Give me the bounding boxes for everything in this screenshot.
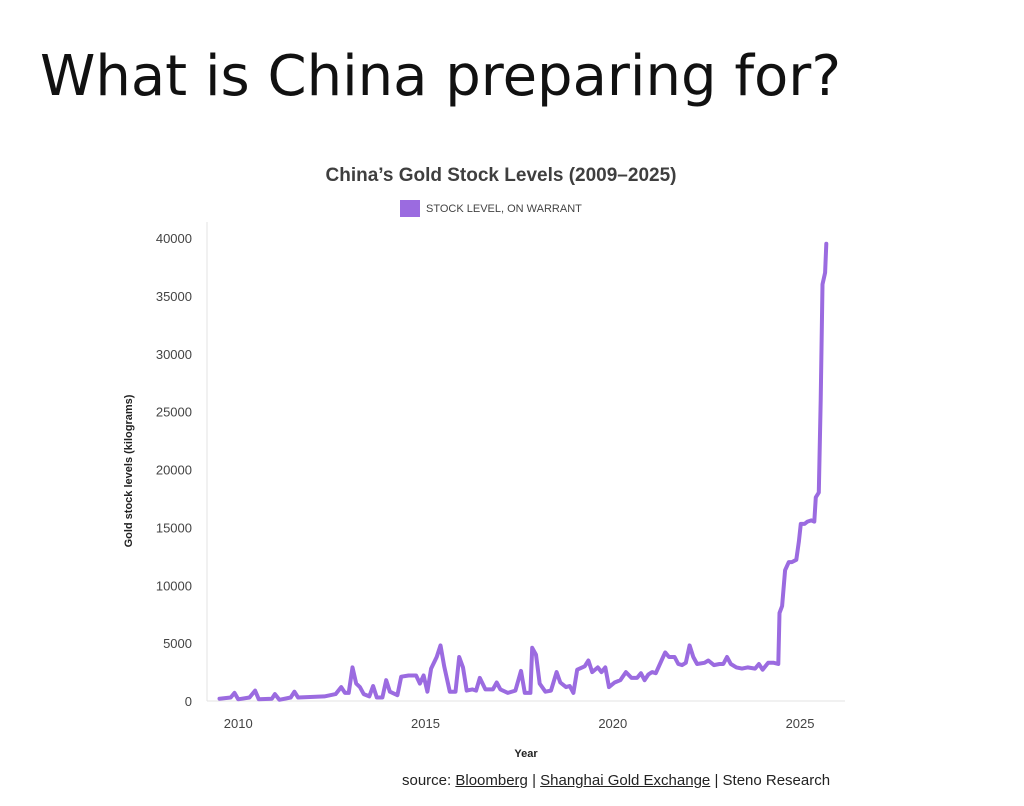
y-tick-label: 20000: [156, 463, 192, 478]
source-line: source: Bloomberg | Shanghai Gold Exchan…: [402, 772, 830, 789]
source-separator: |: [710, 772, 723, 789]
source-separator: |: [527, 772, 541, 789]
y-tick-label: 10000: [156, 578, 192, 593]
x-tick-label: 2015: [411, 716, 440, 731]
x-tick-label: 2020: [598, 716, 627, 731]
source-link-shanghai-gold-exchange[interactable]: Shanghai Gold Exchange: [540, 772, 711, 789]
chart-title: China’s Gold Stock Levels (2009–2025): [326, 165, 677, 186]
y-tick-label: 5000: [163, 636, 192, 651]
legend-label: STOCK LEVEL, ON WARRANT: [426, 203, 582, 215]
x-axis-label: Year: [514, 748, 538, 760]
y-tick-labels: 0 5000 10000 15000 20000 25000 30000 35000 40000: [156, 231, 192, 709]
source-link-bloomberg[interactable]: Bloomberg: [455, 772, 528, 789]
x-tick-label: 2010: [224, 716, 253, 731]
y-axis-label: Gold stock levels (kilograms): [123, 394, 135, 547]
legend-swatch: [400, 200, 420, 217]
y-tick-label: 0: [185, 694, 192, 709]
x-tick-label: 2025: [786, 716, 815, 731]
y-tick-label: 40000: [156, 231, 192, 246]
x-tick-labels: 2010 2015 2020 2025: [224, 716, 815, 731]
slide-title: What is China preparing for?: [40, 44, 842, 109]
y-tick-label: 25000: [156, 405, 192, 420]
y-tick-label: 35000: [156, 289, 192, 304]
source-steno-research: Steno Research: [722, 772, 831, 789]
series-line-stock-level: [217, 241, 829, 702]
source-prefix: source:: [402, 772, 456, 789]
y-tick-label: 30000: [156, 347, 192, 362]
y-tick-label: 15000: [156, 520, 192, 535]
